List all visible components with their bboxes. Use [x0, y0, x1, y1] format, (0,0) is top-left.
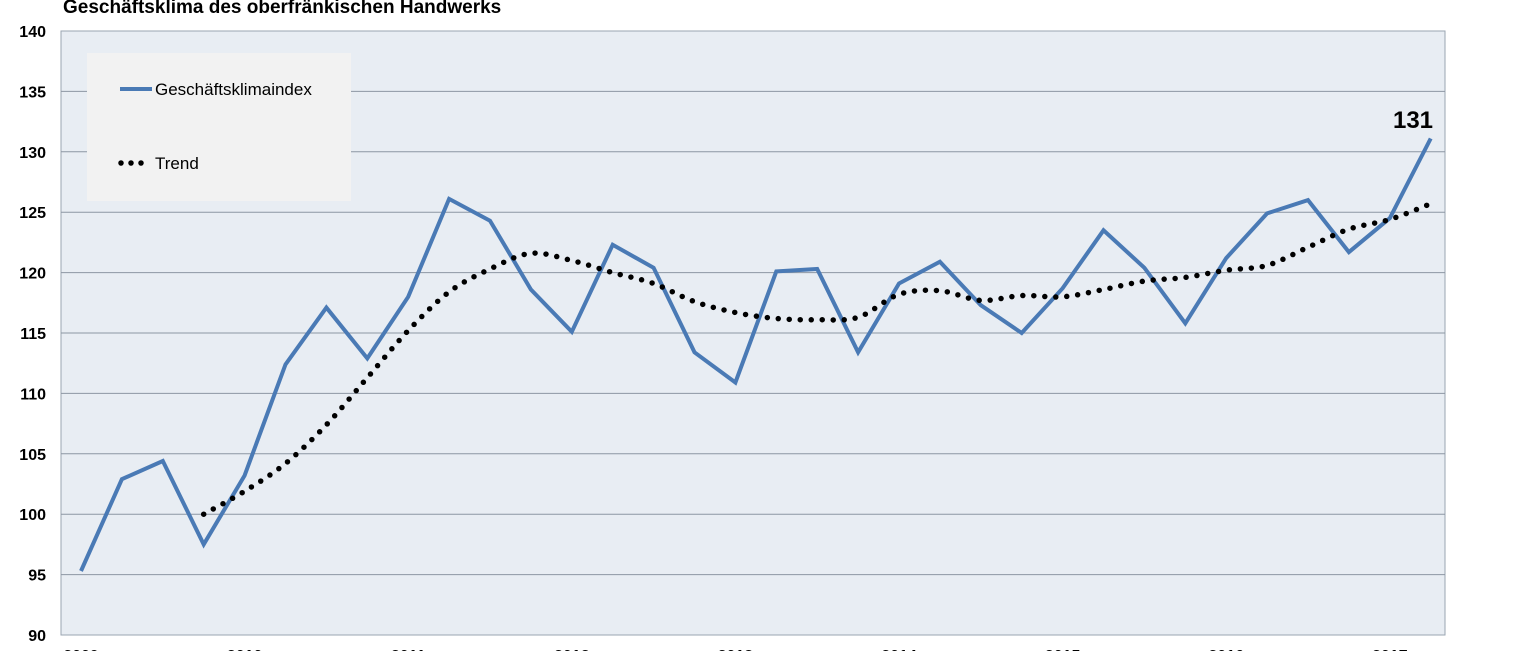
legend-label-trend: Trend: [155, 154, 199, 173]
series-layer: [79, 137, 1434, 572]
y-tick-label: 100: [19, 507, 46, 524]
y-tick-label: 130: [19, 145, 46, 162]
series-line-geschaeftsklimaindex: [79, 137, 1433, 572]
x-tick-label: 2017: [1372, 648, 1408, 651]
y-tick-label: 95: [28, 568, 46, 585]
x-tick-label: 2010: [227, 648, 263, 651]
legend-label-geschaeftsklimaindex: Geschäftsklimaindex: [155, 80, 312, 99]
last-value-label: 131: [1393, 107, 1433, 134]
y-tick-label: 135: [19, 84, 46, 101]
series-line-trend: [200, 200, 1434, 517]
y-tick-label: 110: [20, 386, 46, 403]
y-axis-ticks: 90 95 100 105 110 115 120 125 130 135 140: [19, 24, 46, 645]
chart-title: Geschäftsklima des oberfränkischen Handw…: [63, 0, 501, 18]
x-tick-label: 2013: [718, 648, 754, 651]
y-tick-label: 125: [19, 205, 46, 222]
x-tick-label: 2015: [1045, 648, 1081, 651]
y-tick-label: 90: [28, 628, 46, 645]
x-tick-label: 2009: [63, 648, 99, 651]
y-tick-label: 140: [19, 24, 46, 41]
x-tick-label: 2016: [1208, 648, 1244, 651]
x-tick-label: 2014: [881, 648, 917, 651]
y-tick-label: 120: [19, 266, 46, 283]
legend-box: [87, 53, 351, 201]
x-tick-label: 2011: [391, 648, 426, 651]
y-tick-label: 105: [19, 447, 46, 464]
y-tick-label: 115: [20, 326, 46, 343]
legend: Geschäftsklimaindex Trend: [87, 53, 351, 201]
